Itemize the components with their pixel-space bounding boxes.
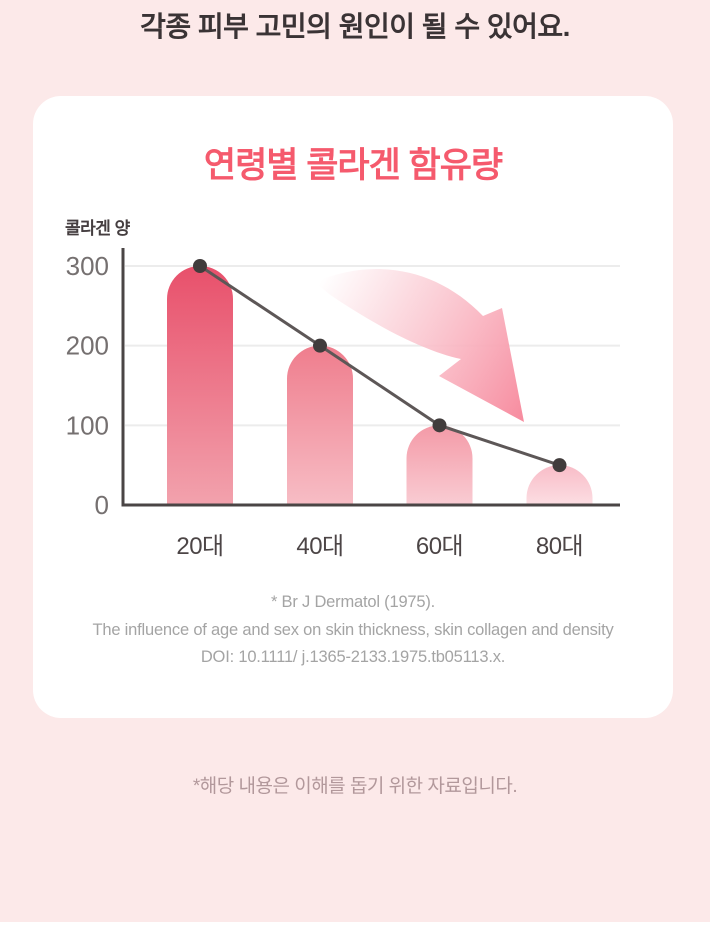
bar-60대 — [406, 425, 473, 505]
y-tick-label: 0 — [95, 490, 109, 520]
trend-line — [199, 264, 560, 467]
data-point — [193, 259, 207, 273]
page-heading: 각종 피부 고민의 원인이 될 수 있어요. — [140, 11, 570, 42]
data-point — [552, 458, 567, 473]
x-tick-label: 80대 — [536, 533, 583, 560]
age-collagen-chart: 300 200 100 0 20대 40대 60대 80대 — [66, 248, 620, 560]
page-footnote: *해당 내용은 이해를 돕기 위한 자료입니다. — [192, 776, 518, 797]
data-point — [313, 338, 327, 353]
y-tick-label: 100 — [66, 410, 109, 440]
x-tick-label: 60대 — [416, 533, 463, 560]
y-tick-label: 200 — [66, 331, 109, 361]
y-axis-label: 콜라겐 양 — [65, 219, 130, 238]
decline-arrow-icon — [315, 269, 524, 422]
citation-line-1: * Br J Dermatol (1975). — [270, 593, 436, 611]
bar-40대 — [287, 345, 353, 505]
bar-20대 — [167, 266, 233, 505]
data-point — [432, 418, 447, 433]
x-tick-label: 20대 — [176, 533, 223, 560]
y-tick-label: 300 — [66, 251, 109, 281]
citation-line-3: DOI: 10.1111/ j.1365-2133.1975.tb05113.x… — [200, 648, 506, 666]
chart-title: 연령별 콜라겐 함유량 — [203, 146, 503, 185]
bottom-white-strip — [0, 922, 710, 947]
x-tick-label: 40대 — [296, 533, 343, 560]
citation-line-2: The influence of age and sex on skin thi… — [92, 620, 614, 639]
chart-card: 연령별 콜라겐 함유량 콜라겐 양 300 200 100 0 20대 40대 60대 80대… — [33, 96, 673, 718]
citation-block: * Br J Dermatol (1975). The influence of… — [33, 589, 673, 672]
bar-80대 — [526, 465, 593, 505]
